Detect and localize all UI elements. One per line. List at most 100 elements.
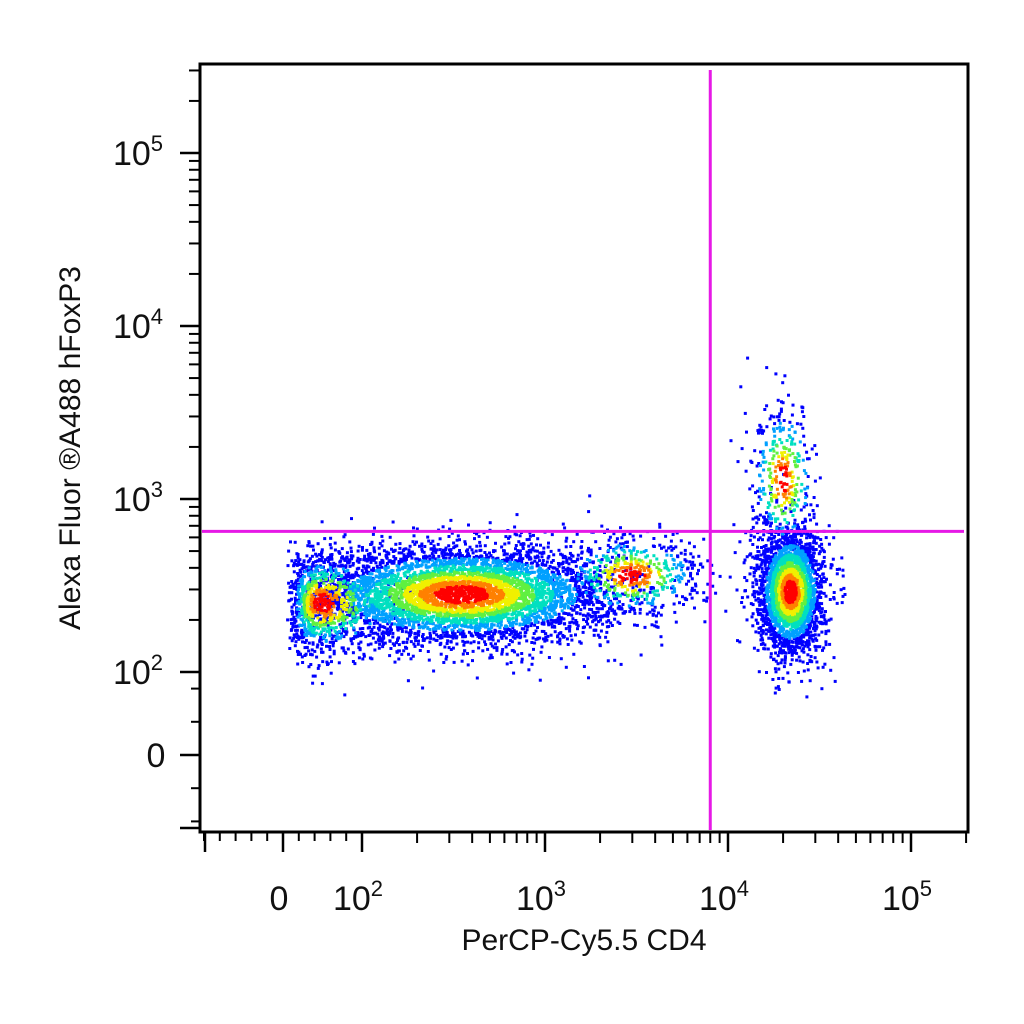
data-point: [772, 636, 776, 640]
data-point: [349, 546, 353, 550]
data-point: [468, 545, 472, 549]
data-point: [611, 572, 615, 576]
data-point: [502, 633, 506, 637]
data-point: [757, 567, 760, 571]
data-point: [589, 615, 593, 619]
data-point: [631, 586, 635, 590]
data-point: [540, 629, 544, 633]
data-point: [304, 632, 308, 636]
data-point: [635, 600, 639, 604]
data-point: [533, 641, 537, 645]
data-point: [481, 620, 485, 624]
data-point: [466, 640, 470, 644]
data-point: [757, 517, 761, 521]
data-point: [314, 631, 318, 635]
data-point: [529, 624, 533, 628]
data-point: [679, 551, 683, 555]
data-point: [614, 540, 618, 544]
data-point: [297, 560, 301, 564]
data-point: [507, 643, 511, 647]
data-point: [795, 540, 799, 544]
data-point: [512, 620, 516, 624]
data-point: [480, 637, 484, 641]
data-point: [348, 564, 352, 568]
data-point: [537, 614, 541, 618]
data-point: [635, 584, 639, 588]
data-point: [290, 597, 293, 601]
data-point: [634, 602, 638, 605]
data-point: [539, 543, 542, 547]
data-point: [549, 599, 553, 603]
data-point: [440, 636, 444, 640]
data-point: [824, 620, 828, 624]
data-point: [810, 637, 814, 641]
data-point: [455, 624, 459, 628]
data-point: [570, 638, 574, 642]
data-point: [752, 535, 756, 539]
data-point: [360, 633, 364, 637]
data-point: [452, 546, 456, 550]
data-point: [574, 633, 577, 637]
data-point: [352, 603, 356, 607]
data-point: [606, 640, 610, 644]
data-point: [579, 566, 583, 570]
data-point: [406, 617, 410, 621]
data-point: [751, 484, 755, 488]
data-point: [381, 561, 385, 565]
data-point: [326, 578, 330, 582]
data-point: [477, 534, 481, 538]
data-point: [757, 538, 760, 542]
data-point: [751, 585, 755, 589]
data-point: [601, 622, 605, 626]
data-point: [365, 559, 369, 563]
data-point: [405, 557, 408, 561]
data-point: [765, 366, 769, 370]
data-point: [522, 542, 526, 546]
data-point: [479, 556, 483, 559]
data-point: [805, 450, 809, 454]
data-point: [771, 632, 775, 636]
data-point: [814, 648, 818, 652]
data-point: [804, 492, 808, 496]
data-point: [536, 626, 539, 629]
data-point: [451, 646, 455, 650]
data-point: [570, 560, 574, 564]
data-point: [757, 631, 761, 635]
data-point: [613, 597, 616, 601]
data-point: [569, 545, 573, 548]
data-point: [763, 643, 767, 647]
data-point: [504, 636, 508, 640]
data-point: [749, 534, 753, 538]
data-point: [292, 633, 296, 637]
data-point: [372, 546, 376, 550]
data-point: [295, 609, 299, 613]
data-point: [543, 571, 547, 575]
data-point: [489, 554, 493, 558]
data-point: [552, 553, 556, 557]
data-point: [407, 550, 411, 554]
data-point: [789, 662, 793, 666]
data-point: [500, 652, 504, 656]
data-point: [576, 557, 580, 561]
data-point: [492, 623, 496, 627]
data-point: [376, 638, 380, 642]
data-point: [607, 538, 611, 542]
data-point: [491, 556, 495, 560]
data-point: [832, 656, 836, 660]
data-point: [553, 600, 557, 604]
data-point: [307, 566, 311, 570]
data-point: [581, 613, 585, 617]
data-point: [383, 616, 387, 620]
data-point: [441, 562, 445, 566]
data-point: [446, 564, 450, 568]
data-point: [628, 610, 632, 614]
data-point: [582, 618, 586, 622]
data-point: [751, 555, 755, 559]
data-point: [569, 572, 573, 576]
data-point: [290, 621, 293, 625]
data-point: [580, 550, 584, 554]
data-point: [765, 613, 769, 617]
data-point: [807, 574, 811, 578]
data-point: [796, 547, 800, 551]
data-point: [779, 661, 783, 665]
